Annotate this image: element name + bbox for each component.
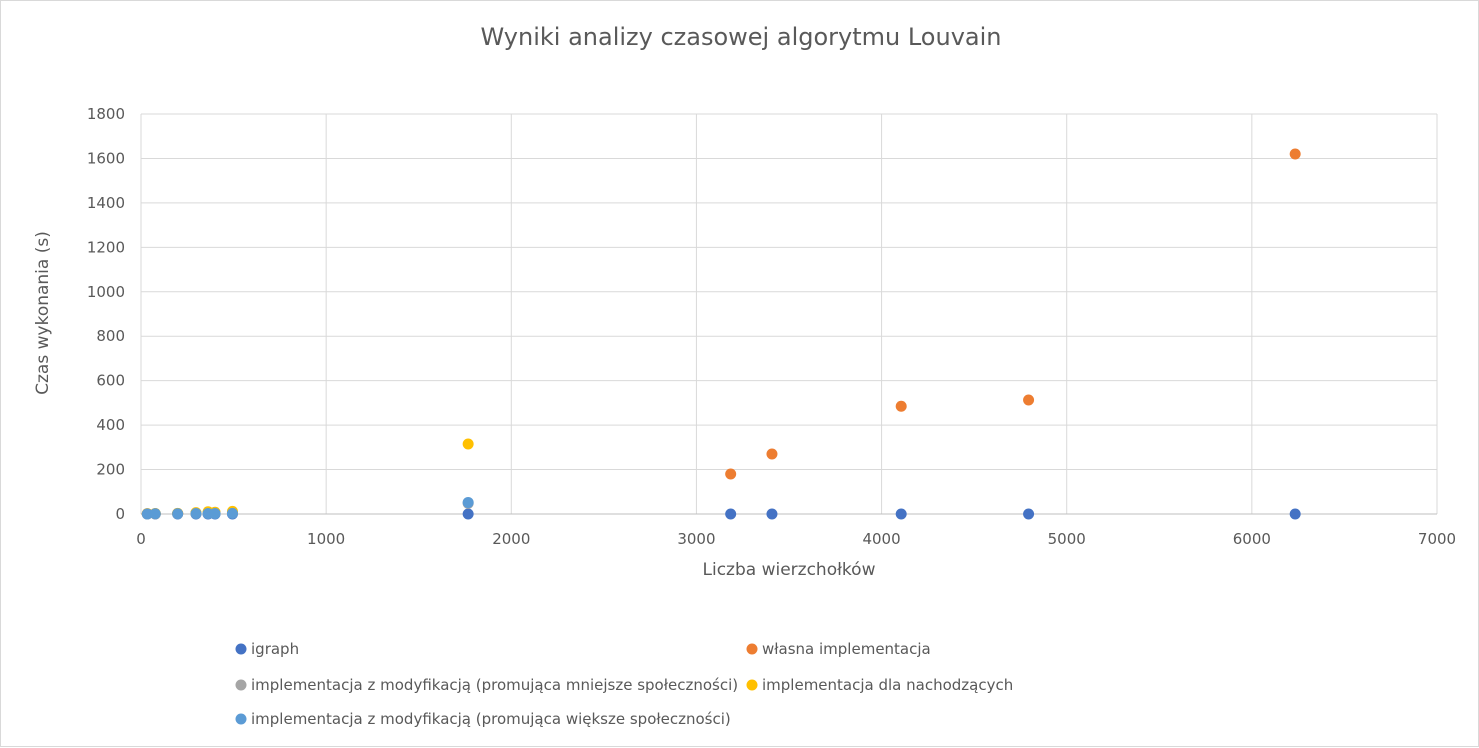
chart-title: Wyniki analizy czasowej algorytmu Louvai… xyxy=(481,23,1002,51)
y-tick-label: 1400 xyxy=(87,194,125,212)
series-implementacja z modyfikacją (promująca większe społeczności) xyxy=(141,496,474,520)
x-tick-label: 2000 xyxy=(492,530,530,548)
y-tick-label: 1600 xyxy=(87,149,125,167)
data-points xyxy=(141,148,1301,520)
legend-marker xyxy=(235,679,247,691)
data-point xyxy=(462,496,474,508)
legend-item: implementacja dla nachodzących xyxy=(746,676,1013,694)
x-tick-label: 7000 xyxy=(1418,530,1456,548)
data-point xyxy=(725,468,737,480)
data-point xyxy=(1023,508,1035,520)
data-point xyxy=(766,508,778,520)
data-point xyxy=(1289,148,1301,160)
data-point xyxy=(172,508,184,520)
legend-marker xyxy=(746,679,758,691)
series-własna implementacja xyxy=(141,148,1301,520)
legend-item: własna implementacja xyxy=(746,640,931,658)
legend-label: implementacja z modyfikacją (promująca m… xyxy=(251,676,738,694)
data-point xyxy=(226,507,238,519)
x-tick-label: 5000 xyxy=(1048,530,1086,548)
x-axis-title: Liczba wierzchołków xyxy=(703,560,876,580)
legend-label: implementacja dla nachodzących xyxy=(762,676,1013,694)
data-point xyxy=(1023,394,1035,406)
legend-marker xyxy=(235,643,247,655)
y-axis-title: Czas wykonania (s) xyxy=(33,231,53,395)
y-tick-label: 1800 xyxy=(87,105,125,123)
data-point xyxy=(462,508,474,520)
y-tick-label: 800 xyxy=(96,327,125,345)
x-axis-ticks: 0 1000 2000 3000 4000 5000 6000 7000 xyxy=(136,530,1456,548)
data-point xyxy=(895,400,907,412)
legend-label: igraph xyxy=(251,640,299,658)
x-tick-label: 1000 xyxy=(307,530,345,548)
y-tick-label: 1000 xyxy=(87,283,125,301)
data-point xyxy=(766,448,778,460)
data-point xyxy=(725,508,737,520)
legend-marker xyxy=(746,643,758,655)
data-point xyxy=(462,438,474,450)
data-point xyxy=(1289,508,1301,520)
legend: igraph własna implementacja implementacja … xyxy=(235,640,1013,728)
legend-item: igraph xyxy=(235,640,299,658)
legend-item: implementacja z modyfikacją (promująca m… xyxy=(235,676,738,694)
x-tick-label: 6000 xyxy=(1233,530,1271,548)
data-point xyxy=(895,508,907,520)
y-tick-label: 1200 xyxy=(87,238,125,256)
data-point xyxy=(141,508,153,520)
y-tick-label: 200 xyxy=(96,461,125,479)
legend-label: własna implementacja xyxy=(762,640,931,658)
series-implementacja dla nachodzących xyxy=(141,438,474,520)
x-tick-label: 0 xyxy=(136,530,146,548)
x-tick-label: 3000 xyxy=(677,530,715,548)
y-axis-ticks: 0 200 400 600 800 1000 1200 1400 1600 1800 xyxy=(87,105,125,523)
legend-item: implementacja z modyfikacją (promująca w… xyxy=(235,710,731,728)
data-point xyxy=(209,508,221,520)
data-point xyxy=(149,508,161,520)
x-tick-label: 4000 xyxy=(862,530,900,548)
legend-marker xyxy=(235,713,247,725)
gridlines xyxy=(140,113,1438,515)
legend-label: implementacja z modyfikacją (promująca w… xyxy=(251,710,731,728)
y-tick-label: 0 xyxy=(115,505,125,523)
y-tick-label: 600 xyxy=(96,372,125,390)
data-point xyxy=(190,508,202,520)
y-tick-label: 400 xyxy=(96,416,125,434)
